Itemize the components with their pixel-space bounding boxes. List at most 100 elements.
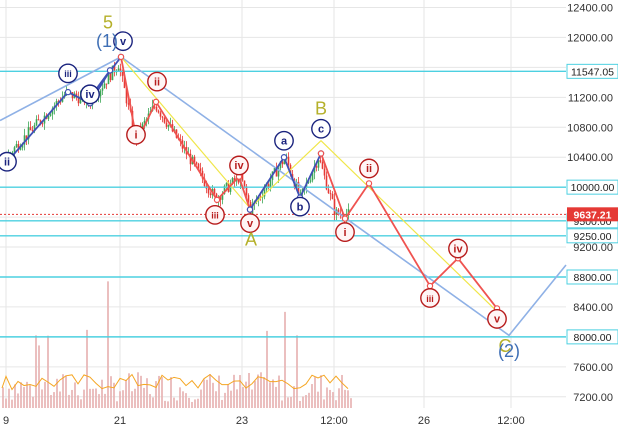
volume-bar (341, 374, 343, 408)
wave-label-text: B (315, 99, 327, 119)
candle-body (77, 96, 80, 104)
wave-label-text: C (499, 336, 512, 356)
wave-label-text: (2) (498, 341, 520, 361)
volume-bar (29, 385, 31, 408)
candle-body (47, 116, 50, 119)
volume-bar (251, 389, 253, 408)
volume-bar (272, 379, 274, 408)
volume-bar (35, 335, 37, 408)
volume-bar (122, 390, 124, 408)
wave-label-text: iii (426, 294, 434, 304)
wave-label-text: v (247, 218, 254, 230)
wave-point (152, 98, 160, 106)
volume-bar (134, 388, 136, 408)
candle-body (347, 209, 350, 215)
candle-body (283, 158, 286, 165)
y-tick-label: 10400.00 (567, 152, 613, 164)
candle-body (19, 147, 22, 150)
wave-label-circle (113, 31, 133, 52)
volume-bar (212, 382, 214, 408)
candle-body (49, 114, 52, 117)
candle-body (243, 180, 246, 187)
volume-bar (227, 383, 229, 408)
volume-bar (224, 392, 226, 408)
candle-body (309, 180, 312, 182)
wave-label-text: v (120, 36, 127, 48)
y-tick-label: 12400.00 (567, 2, 613, 14)
candle-body (31, 130, 34, 132)
candle-body (199, 168, 202, 171)
y-tick-label: 10800.00 (567, 122, 613, 134)
candle-body (329, 193, 332, 195)
candle-body (27, 127, 30, 140)
candle-body (195, 162, 198, 164)
volume-bar (167, 401, 169, 408)
volume-bar (17, 393, 19, 408)
volume-ma-line (1, 373, 349, 391)
candle-body (311, 172, 314, 181)
volume-bar (74, 382, 76, 408)
candle-body (307, 181, 310, 183)
candle-body (327, 189, 330, 194)
candle-body (157, 110, 160, 113)
trendline-up (0, 56, 122, 122)
volume-bar (305, 395, 307, 408)
candle-body (233, 178, 236, 182)
volume-bar (287, 397, 289, 408)
volume-bar (116, 401, 118, 408)
volume-bar (281, 400, 283, 408)
volume-bar (104, 393, 106, 408)
candle-body (313, 166, 316, 173)
wave-point (426, 282, 434, 290)
volume-bar (263, 377, 265, 408)
volume-bar (257, 374, 259, 408)
candle-body (225, 182, 228, 186)
wave-label-text: ii (366, 163, 372, 175)
candle-body (257, 196, 260, 201)
volume-bar (200, 389, 202, 408)
candle-body (323, 168, 326, 176)
volume-bar (77, 395, 79, 408)
candle-body (159, 112, 162, 117)
volume-bar (152, 397, 154, 408)
volume-bar (347, 390, 349, 408)
volume-bar (53, 392, 55, 408)
candle-body (143, 120, 146, 124)
x-tick-label: 12:00 (497, 415, 525, 427)
volume-bar (92, 388, 94, 408)
candle-body (241, 170, 244, 181)
volume-bar (56, 378, 58, 408)
candle-body (219, 196, 222, 200)
wave-label-circle (126, 124, 146, 145)
wave-label-circle (487, 309, 507, 329)
volume-bar (170, 377, 172, 408)
candle-body (189, 153, 192, 165)
volume-bar (332, 392, 334, 408)
wave-label-text: (1) (96, 31, 118, 51)
x-tick-label: 26 (418, 415, 430, 427)
volume-bar (161, 377, 163, 408)
volume-bar (14, 384, 16, 408)
candle-body (333, 198, 336, 215)
candle-body (295, 181, 298, 188)
current-price-label: 9637.21 (574, 209, 612, 221)
volume-bar (206, 379, 208, 408)
y-tick-label: 8400.00 (573, 302, 613, 314)
wave-label-text: A (245, 230, 257, 250)
candle-body (99, 90, 102, 97)
volume-bar (299, 400, 301, 408)
wave-point (213, 196, 221, 204)
volume-bar (236, 389, 238, 408)
volume-bar (278, 375, 280, 408)
volume-bar (149, 394, 151, 408)
volume-bar (320, 375, 322, 408)
volume-bar (128, 373, 130, 408)
candle-body (35, 119, 38, 126)
volume-bar (323, 399, 325, 408)
volume-bar (86, 329, 88, 408)
wave-label-text: iv (85, 89, 95, 101)
wave-point (117, 53, 125, 61)
volume-bar (314, 377, 316, 408)
